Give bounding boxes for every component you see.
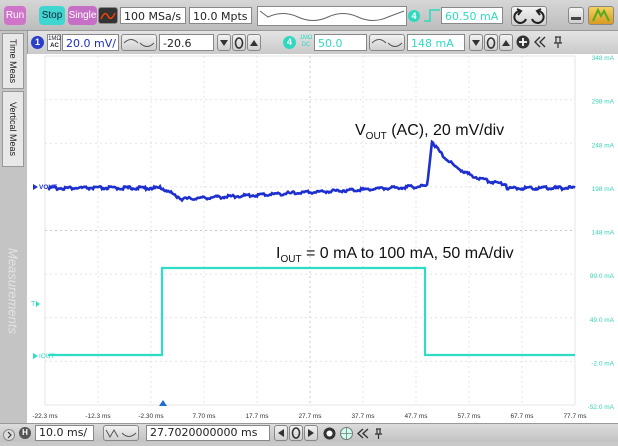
- undo-redo-icon[interactable]: [511, 6, 547, 26]
- channel1-scale-field[interactable]: 20.0 mV/: [62, 34, 119, 51]
- trigger-position-marker: [159, 400, 167, 406]
- channel4-badge[interactable]: 4: [283, 36, 296, 49]
- channel1-coupling[interactable]: 1MΩ AC: [47, 34, 61, 51]
- time-axis-label: 77.7 ms: [563, 413, 587, 420]
- time-axis-label: 57.7 ms: [457, 413, 481, 420]
- channel4-scale-field[interactable]: 50.0 mA/: [314, 34, 367, 67]
- channel1-up-icon[interactable]: [247, 34, 261, 51]
- sample-rate-field[interactable]: 100 MSa/s: [120, 7, 186, 24]
- channel4-down-icon[interactable]: [469, 34, 483, 51]
- channel1-coupling-label: AC: [50, 43, 59, 49]
- iout-annotation: IOUT = 0 mA to 100 mA, 50 mA/div: [276, 245, 514, 265]
- right-axis-label: 99.0 mA: [590, 273, 615, 280]
- channel1-zero-icon[interactable]: [232, 34, 246, 51]
- vout-annotation: VOUT (AC), 20 mV/div: [355, 122, 504, 142]
- iout-marker: IOUT: [39, 353, 55, 360]
- channel1-scale-knob-icon[interactable]: [121, 34, 157, 51]
- measurements-label: Measurements: [5, 248, 21, 334]
- right-axis-label: 198 mA: [592, 186, 615, 193]
- time-axis-label: 27.7 ms: [298, 413, 322, 420]
- keysight-logo-icon[interactable]: [588, 6, 614, 25]
- zoom-icon[interactable]: [323, 427, 336, 440]
- right-axis-label: 298 mA: [592, 99, 615, 106]
- right-axis-label: 148 mA: [592, 230, 615, 237]
- channel1-down-icon[interactable]: [217, 34, 231, 51]
- delay-left-icon[interactable]: [274, 425, 288, 441]
- delay-zero-icon[interactable]: [289, 425, 303, 441]
- expand-icon[interactable]: [3, 428, 15, 441]
- channel-settings-bar: 1 1MΩ AC 20.0 mV/ -20.6 mV 4 1MΩ DC 50.0…: [27, 31, 618, 67]
- time-axis-label: 7.70 ms: [192, 413, 216, 420]
- vout-marker: VOUT: [39, 184, 57, 191]
- time-axis: -22.3 ms -12.3 ms -2.30 ms 7.70 ms 17.7 ms 27…: [27, 409, 618, 423]
- waveform-overview[interactable]: [257, 6, 407, 26]
- collapse-bottom-icon[interactable]: [356, 427, 369, 440]
- timebase-scale-field[interactable]: 10.0 ms/: [35, 425, 94, 441]
- right-axis-label: -2.0 mA: [591, 360, 614, 367]
- channel4-impedance-label: 1MΩ: [299, 35, 313, 41]
- timebase-delay-field[interactable]: 27.7020000000 ms: [146, 425, 270, 441]
- trigger-marker-arrow: [36, 301, 40, 307]
- timebase-knob-icon[interactable]: [103, 425, 139, 441]
- channel4-offset-field[interactable]: 148 mA: [407, 34, 465, 51]
- iout-marker-arrow: [33, 353, 38, 359]
- trigger-level-field[interactable]: 60.50 mA: [441, 7, 503, 24]
- time-axis-label: -2.30 ms: [138, 413, 164, 420]
- channel4-coupling-label: DC: [301, 42, 311, 48]
- channel4-up-icon[interactable]: [499, 34, 513, 51]
- vertical-meas-tab[interactable]: Vertical Meas: [2, 91, 24, 167]
- right-axis-label: 248 mA: [592, 142, 615, 149]
- time-axis-label: 67.7 ms: [510, 413, 534, 420]
- run-button[interactable]: Run: [4, 6, 26, 25]
- channel1-badge[interactable]: 1: [31, 36, 44, 49]
- right-axis-label: -52.0 mA: [588, 404, 615, 409]
- trigger-edge-icon[interactable]: [423, 7, 441, 24]
- channel4-zero-icon[interactable]: [484, 34, 498, 51]
- vout-trace: [47, 139, 576, 203]
- right-axis-label: 49.0 mA: [590, 317, 615, 324]
- pin-bottom-icon[interactable]: [373, 427, 384, 440]
- channel4-scale-knob-icon[interactable]: [369, 34, 405, 51]
- stop-button[interactable]: Stop: [39, 6, 65, 25]
- delay-right-icon[interactable]: [304, 425, 318, 441]
- add-channel-icon[interactable]: [516, 35, 530, 49]
- side-panel-tabs: Time Meas Vertical Meas Measurements: [0, 31, 28, 423]
- top-toolbar: Run Stop Single 100 MSa/s 10.0 Mpts 4 60…: [0, 0, 618, 31]
- acquisition-mode-icon[interactable]: [98, 7, 118, 24]
- vout-marker-arrow: [33, 184, 38, 190]
- channel4-coupling[interactable]: 1MΩ DC: [299, 34, 313, 51]
- trigger-marker: T: [31, 301, 36, 308]
- trigger-channel-badge: 4: [408, 10, 420, 22]
- timebase-bar: H 10.0 ms/ 27.7020000000 ms: [0, 423, 618, 442]
- time-meas-tab[interactable]: Time Meas: [2, 33, 24, 89]
- time-axis-label: -12.3 ms: [85, 413, 111, 420]
- right-axis-label: 348 mA: [592, 55, 615, 62]
- window-icon[interactable]: [568, 7, 584, 24]
- waveform-display[interactable]: 348 mA 298 mA 248 mA 198 mA 148 mA 99.0 mA 49.…: [27, 54, 618, 409]
- time-axis-label: 17.7 ms: [245, 413, 269, 420]
- trigger-level-value: 60.50 mA: [445, 10, 499, 23]
- grid-icon[interactable]: [340, 427, 353, 440]
- time-axis-label: 37.7 ms: [351, 413, 375, 420]
- channel1-offset-field[interactable]: -20.6 mV: [159, 34, 214, 67]
- iout-trace: [48, 266, 575, 357]
- channel1-impedance-label: 1MΩ: [48, 36, 61, 42]
- pin-icon[interactable]: [552, 35, 564, 49]
- collapse-icon[interactable]: [533, 35, 547, 49]
- horizontal-badge[interactable]: H: [19, 427, 31, 439]
- single-button[interactable]: Single: [68, 6, 97, 25]
- memory-depth-field[interactable]: 10.0 Mpts: [189, 7, 252, 24]
- time-axis-label: 47.7 ms: [404, 413, 428, 420]
- time-axis-label: -22.3 ms: [32, 413, 58, 420]
- waveform-canvas[interactable]: 348 mA 298 mA 248 mA 198 mA 148 mA 99.0 mA 49.…: [27, 54, 618, 409]
